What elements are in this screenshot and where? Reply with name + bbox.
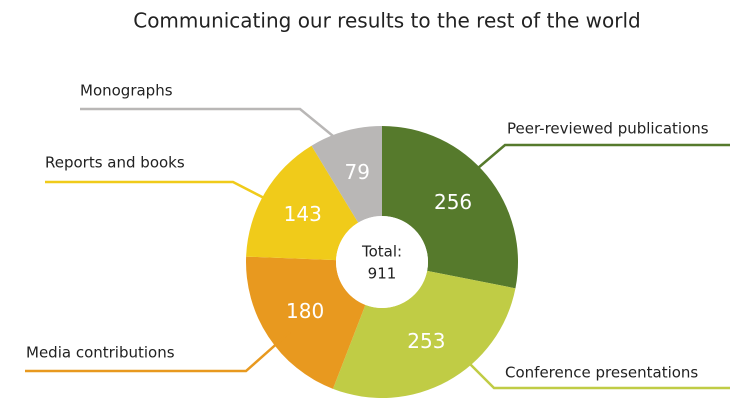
slice [332,270,516,399]
leader-line [477,143,730,169]
category-label: Monographs [80,82,173,100]
value-label: 143 [284,202,322,226]
leader-line [80,107,334,137]
leader-line [25,331,291,373]
category-label: Conference presentations [505,364,698,382]
leader-line [45,180,269,202]
value-label: 180 [286,299,324,323]
center-hole [336,216,428,308]
slice [246,145,359,261]
slice [246,256,366,389]
leader-line [467,361,730,390]
slice [382,126,519,289]
chart-title: Communicating our results to the rest of… [133,9,641,33]
center-label: Total: [361,243,402,261]
value-label: 253 [407,329,445,353]
category-label: Reports and books [45,154,185,172]
slice [311,125,382,223]
center-total: 911 [368,265,397,283]
value-label: 79 [345,160,370,184]
category-label: Media contributions [26,344,175,362]
category-label: Peer-reviewed publications [507,120,709,138]
value-label: 256 [434,190,472,214]
